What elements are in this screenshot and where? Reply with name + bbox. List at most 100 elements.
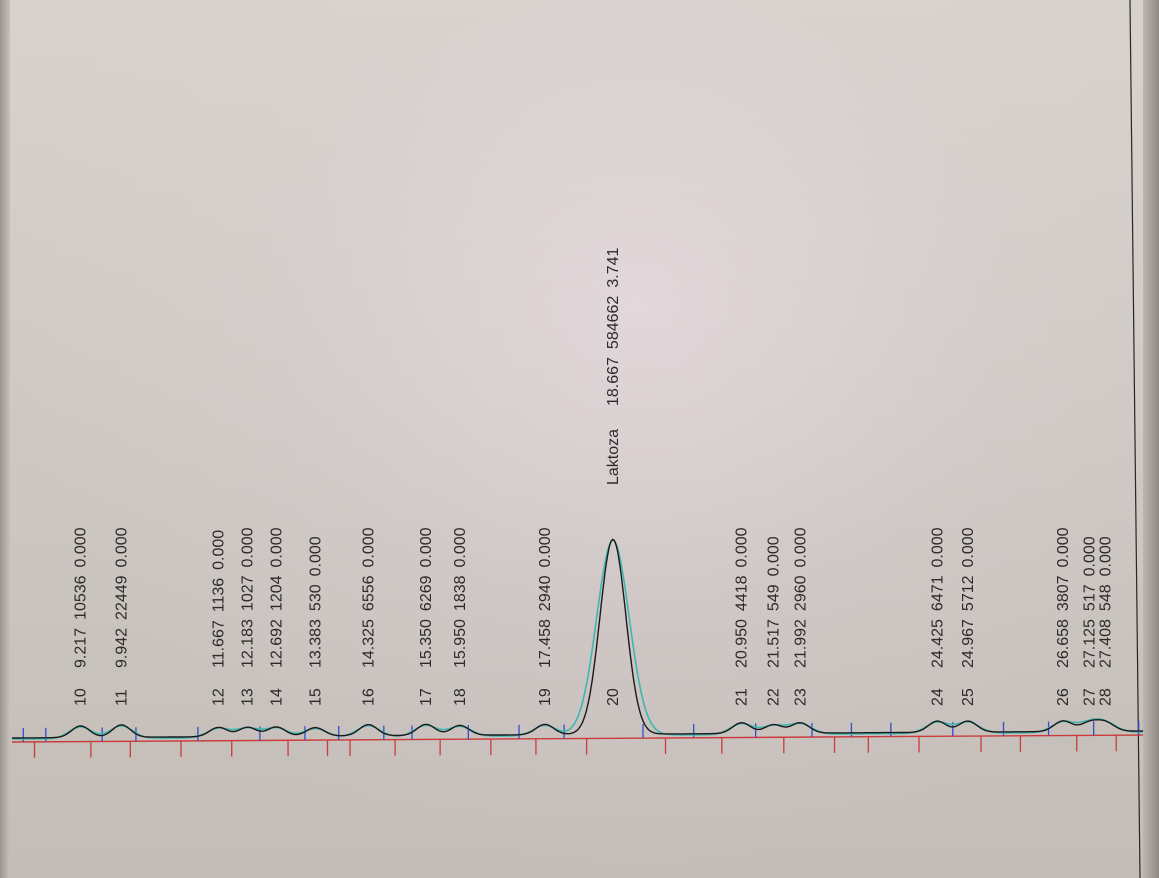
peak-area: 2940 <box>537 575 554 611</box>
peak-area: 5712 <box>960 575 977 611</box>
peak-time: 12.183 <box>240 619 257 668</box>
peak-label-27: 27 27.125 517 0.000 <box>1081 536 1098 706</box>
peak-label-14: 14 12.692 1204 0.000 <box>268 527 285 706</box>
peak-values: 27.125 517 0.000 <box>1081 536 1098 668</box>
peak-conc: 0.000 <box>792 527 809 567</box>
peak-id: 24 <box>929 688 946 706</box>
peak-values: 18.667 584662 3.741 <box>605 248 622 406</box>
peak-area: 6269 <box>418 575 435 611</box>
peak-area: 549 <box>766 584 783 611</box>
peak-labels: 10 9.217 10536 0.000 11 9.942 22449 0.000 12 11.6… <box>73 248 1115 706</box>
peak-conc: 0.000 <box>360 527 377 567</box>
screen-frame-line <box>1129 0 1141 878</box>
peak-area: 1027 <box>240 575 257 611</box>
peak-area: 22449 <box>113 575 130 620</box>
peak-label-23: 23 21.992 2960 0.000 <box>792 527 809 706</box>
peak-conc: 3.741 <box>605 248 622 288</box>
peak-id: 22 <box>766 688 783 706</box>
baseline <box>11 734 1151 743</box>
peak-id: 17 <box>418 688 435 706</box>
peak-area: 6471 <box>929 575 946 611</box>
peak-conc: 0.000 <box>418 527 435 567</box>
peak-id: 11 <box>113 689 130 706</box>
peak-label-24: 24 24.425 6471 0.000 <box>929 527 946 706</box>
peak-area: 530 <box>307 584 324 611</box>
peak-label-12: 12 11.667 1136 0.000 <box>211 530 228 706</box>
peak-values: 17.458 2940 0.000 <box>537 527 554 668</box>
peak-values: 14.325 6556 0.000 <box>360 527 377 668</box>
peak-label-17: 17 15.350 6269 0.000 <box>418 527 435 706</box>
peak-conc: 0.000 <box>452 527 469 567</box>
peak-conc: 0.000 <box>766 536 783 576</box>
peak-values: 9.942 22449 0.000 <box>113 527 130 668</box>
peak-label-22: 22 21.517 549 0.000 <box>766 536 783 706</box>
peak-label-15: 15 13.383 530 0.000 <box>307 536 324 706</box>
peak-values: 15.350 6269 0.000 <box>418 527 435 668</box>
peak-time: 17.458 <box>537 619 554 668</box>
peak-area: 548 <box>1097 584 1114 611</box>
peak-id: 14 <box>268 688 285 706</box>
peak-time: 15.350 <box>418 619 435 668</box>
peak-values: 21.517 549 0.000 <box>766 536 783 668</box>
peak-label-19: 19 17.458 2940 0.000 <box>537 527 554 706</box>
peak-label-25: 25 24.967 5712 0.000 <box>960 527 977 706</box>
peak-time: 9.942 <box>113 628 130 668</box>
screen-bezel-left <box>0 0 10 878</box>
peak-id: 27 <box>1081 688 1098 706</box>
peak-conc: 0.000 <box>307 536 324 576</box>
peak-area: 6556 <box>360 575 377 611</box>
peak-label-10: 10 9.217 10536 0.000 <box>73 527 90 706</box>
peak-label-26: 26 26.658 3807 0.000 <box>1055 527 1072 706</box>
peak-time: 26.658 <box>1055 619 1072 668</box>
peak-id: 26 <box>1055 688 1072 706</box>
peak-time: 24.967 <box>960 619 977 668</box>
peak-conc: 0.000 <box>1055 527 1072 567</box>
peak-id: 13 <box>240 688 257 706</box>
peak-area: 517 <box>1081 584 1098 611</box>
peak-id: 23 <box>792 688 809 706</box>
peak-time: 11.667 <box>211 620 228 668</box>
peak-conc: 0.000 <box>113 527 130 567</box>
peak-values: 21.992 2960 0.000 <box>792 527 809 668</box>
peak-values: 24.425 6471 0.000 <box>929 527 946 668</box>
peak-time: 13.383 <box>307 619 324 668</box>
peak-label-16: 16 14.325 6556 0.000 <box>360 527 377 706</box>
peak-label-13: 13 12.183 1027 0.000 <box>240 527 257 706</box>
peak-time: 20.950 <box>734 619 751 668</box>
peak-id: 20 <box>605 688 622 706</box>
peak-id: 10 <box>73 688 90 706</box>
peak-values: 26.658 3807 0.000 <box>1055 527 1072 668</box>
integration-marks <box>22 721 1140 758</box>
peak-conc: 0.000 <box>1097 536 1114 576</box>
peak-time: 18.667 <box>605 357 622 406</box>
reference-trace <box>12 539 1150 740</box>
peak-area: 1838 <box>452 575 469 611</box>
peak-values: 27.408 548 0.000 <box>1097 536 1114 668</box>
peak-id: 28 <box>1097 688 1114 706</box>
peak-label-28: 28 27.408 548 0.000 <box>1097 536 1114 706</box>
peak-label-11: 11 9.942 22449 0.000 <box>113 527 130 706</box>
peak-id: 18 <box>452 688 469 706</box>
peak-label-18: 18 15.950 1838 0.000 <box>452 527 469 706</box>
peak-values: 11.667 1136 0.000 <box>211 530 228 668</box>
peak-area: 4418 <box>734 575 751 611</box>
peak-area: 1136 <box>211 578 228 613</box>
peak-values: 12.183 1027 0.000 <box>240 527 257 668</box>
peak-conc: 0.000 <box>929 527 946 567</box>
peak-conc: 0.000 <box>960 527 977 567</box>
peak-conc: 0.000 <box>537 527 554 567</box>
peak-id: 15 <box>307 688 324 706</box>
peak-values: 20.950 4418 0.000 <box>734 527 751 668</box>
peak-values: 15.950 1838 0.000 <box>452 527 469 668</box>
peak-time: 9.217 <box>73 628 90 668</box>
peak-values: 24.967 5712 0.000 <box>960 527 977 668</box>
peak-id: 25 <box>960 688 977 706</box>
peak-values: 13.383 530 0.000 <box>307 536 324 668</box>
peak-area: 1204 <box>268 575 285 611</box>
peak-id: 19 <box>537 688 554 706</box>
peak-id: 16 <box>360 688 377 706</box>
peak-area: 584662 <box>605 296 622 349</box>
peak-values: 12.692 1204 0.000 <box>268 527 285 668</box>
